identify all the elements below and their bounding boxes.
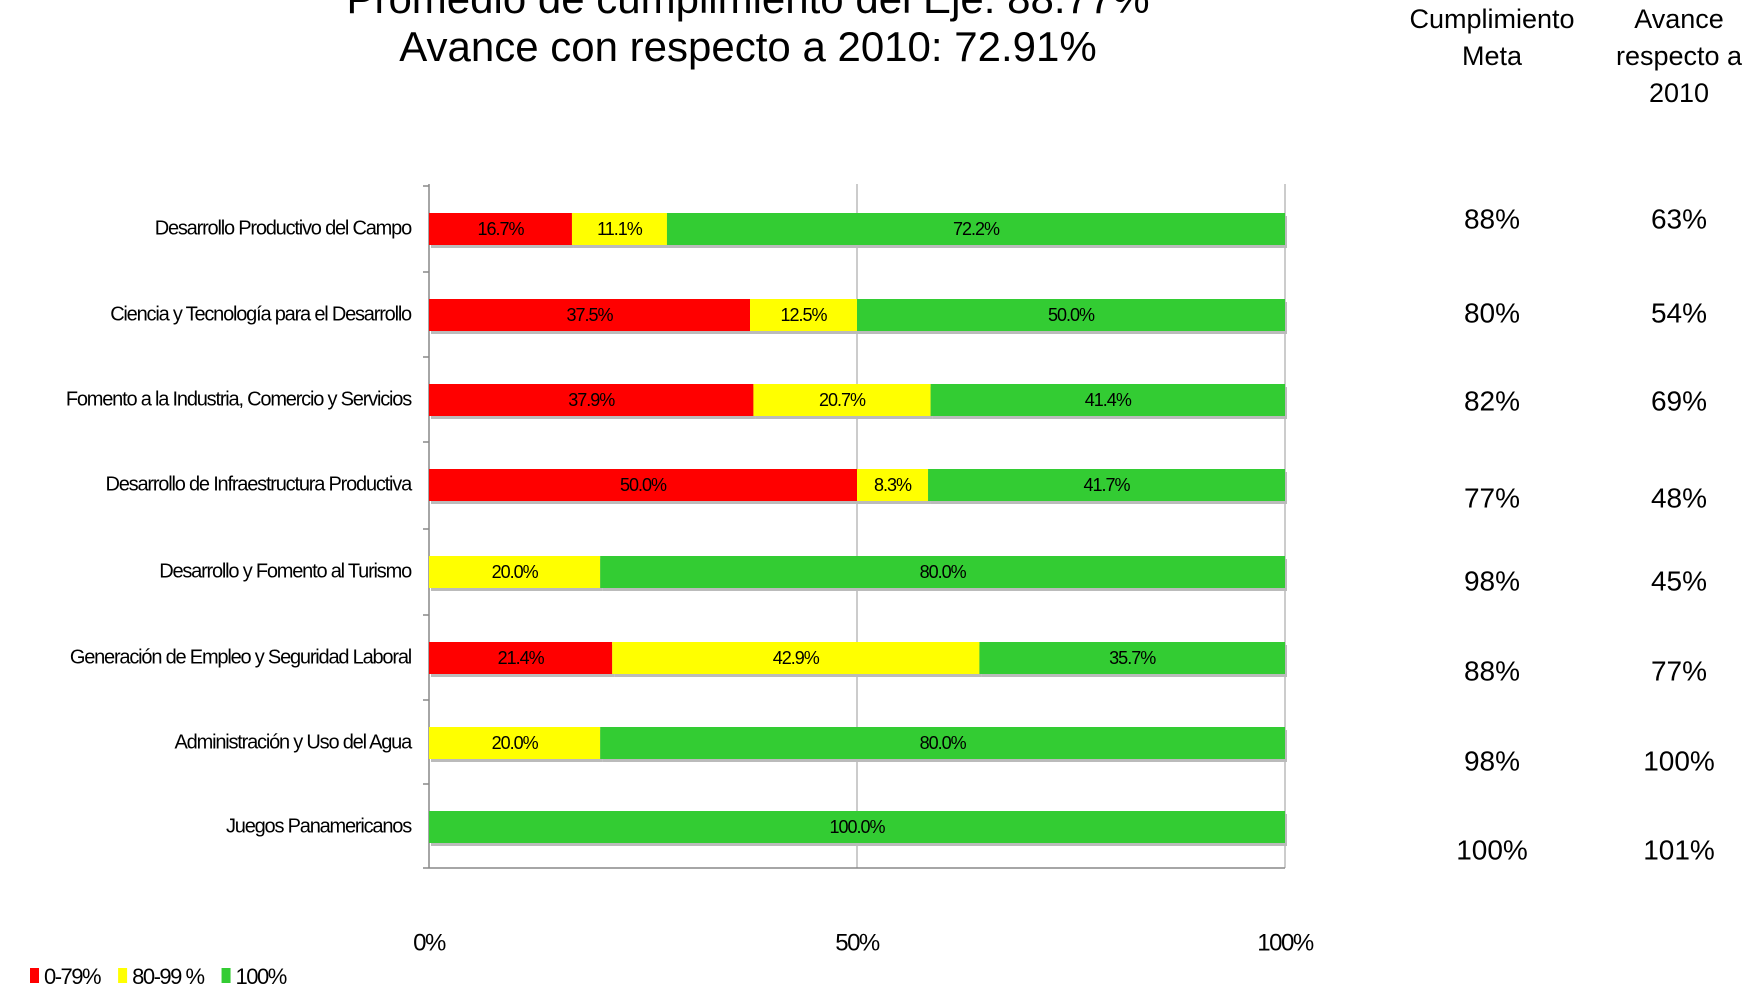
- bar-segment: [571, 213, 667, 245]
- legend-label: 80-99 %: [132, 964, 204, 989]
- data-label: 37.9%: [568, 390, 615, 410]
- table-cell: 77%: [1464, 482, 1520, 513]
- data-label: 80.0%: [920, 562, 967, 582]
- bar-segment: [429, 727, 601, 759]
- y-tick-label: Desarrollo de Infraestructura Productiva: [106, 473, 414, 495]
- x-tick-label: 0%: [413, 929, 446, 956]
- bar-segment: [429, 384, 754, 416]
- legend-label: 0-79%: [44, 964, 101, 989]
- data-label: 20.0%: [492, 733, 539, 753]
- bar-segment: [429, 811, 1285, 843]
- table-cell: 98%: [1464, 745, 1520, 776]
- table-cell: 88%: [1464, 655, 1520, 686]
- table-cell: 98%: [1464, 565, 1520, 596]
- table-cell: 54%: [1651, 297, 1707, 328]
- data-label: 21.4%: [498, 648, 545, 668]
- table-header: 2010: [1649, 78, 1709, 108]
- y-tick-label: Fomento a la Industria, Comercio y Servi…: [66, 388, 412, 410]
- bar-segment: [753, 384, 931, 416]
- table-header: respecto a: [1616, 41, 1743, 71]
- data-label: 72.2%: [953, 219, 1000, 239]
- bar-segment: [857, 469, 929, 501]
- data-label: 12.5%: [780, 305, 827, 325]
- bar-segment: [429, 556, 601, 588]
- table-header: Meta: [1462, 41, 1523, 71]
- y-tick-label: Juegos Panamericanos: [226, 815, 412, 837]
- data-label: 41.7%: [1084, 475, 1131, 495]
- bar-segment: [600, 556, 1285, 588]
- legend-swatch: [221, 968, 231, 983]
- bar-segment: [429, 299, 750, 331]
- bar-segment: [429, 213, 572, 245]
- legend-label: 100%: [236, 964, 287, 989]
- bar-segment: [930, 384, 1285, 416]
- data-label: 20.7%: [819, 390, 866, 410]
- bar-segment: [666, 213, 1285, 245]
- bar-segment: [600, 727, 1285, 759]
- table-header: Cumplimiento: [1409, 4, 1574, 34]
- data-label: 50.0%: [620, 475, 667, 495]
- y-tick-label: Administración y Uso del Agua: [175, 731, 414, 753]
- data-label: 50.0%: [1048, 305, 1095, 325]
- x-tick-label: 100%: [1257, 929, 1314, 956]
- data-label: 20.0%: [492, 562, 539, 582]
- y-tick-label: Desarrollo y Fomento al Turismo: [159, 560, 412, 582]
- data-label: 16.7%: [477, 219, 524, 239]
- bar-segment: [979, 642, 1285, 674]
- table-cell: 69%: [1651, 385, 1707, 416]
- y-tick-label: Desarrollo Productivo del Campo: [155, 217, 412, 239]
- data-label: 8.3%: [874, 475, 912, 495]
- table-cell: 101%: [1643, 834, 1715, 865]
- table-cell: 45%: [1651, 565, 1707, 596]
- table-cell: 82%: [1464, 385, 1520, 416]
- y-tick-label: Ciencia y Tecnología para el Desarrollo: [110, 303, 412, 325]
- chart-title: Promedio de cumplimiento del Eje: 88.77%: [346, 0, 1149, 22]
- bar-segment: [857, 299, 1285, 331]
- table-cell: 80%: [1464, 297, 1520, 328]
- data-label: 11.1%: [597, 219, 643, 239]
- legend-swatch: [30, 968, 39, 983]
- bar-segment: [928, 469, 1285, 501]
- table-cell: 100%: [1643, 745, 1715, 776]
- y-tick-label: Generación de Empleo y Seguridad Laboral: [70, 646, 412, 668]
- data-label: 42.9%: [773, 648, 820, 668]
- data-label: 100.0%: [829, 817, 885, 837]
- table-cell: 77%: [1651, 655, 1707, 686]
- table-header: Avance: [1634, 4, 1724, 34]
- bar-segment: [750, 299, 857, 331]
- bar-segment: [429, 469, 857, 501]
- legend-swatch: [118, 968, 128, 983]
- chart-subtitle: Avance con respecto a 2010: 72.91%: [399, 23, 1096, 70]
- data-label: 80.0%: [920, 733, 967, 753]
- table-cell: 63%: [1651, 203, 1707, 234]
- data-label: 37.5%: [566, 305, 613, 325]
- table-cell: 100%: [1456, 834, 1528, 865]
- bar-segment: [612, 642, 980, 674]
- x-tick-label: 50%: [835, 929, 880, 956]
- bar-segment: [429, 642, 613, 674]
- data-label: 35.7%: [1109, 648, 1156, 668]
- table-cell: 48%: [1651, 482, 1707, 513]
- table-cell: 88%: [1464, 203, 1520, 234]
- data-label: 41.4%: [1085, 390, 1132, 410]
